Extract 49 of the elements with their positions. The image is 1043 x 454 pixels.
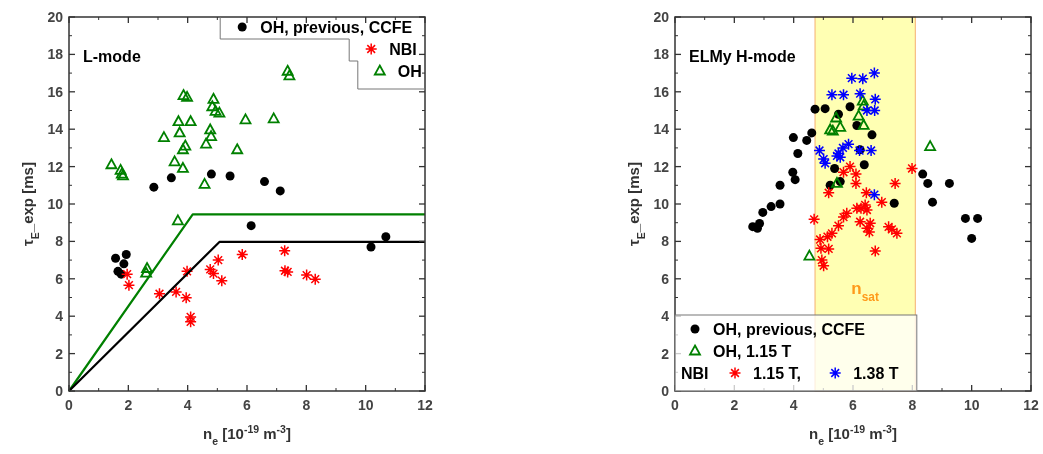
y-tick-label: 0 [661,383,670,399]
y-tick-label: 16 [47,83,64,100]
x-tick-label: 10 [357,397,374,413]
legend-label: OH, previous, CCFE [260,19,413,36]
y-tick-label: 2 [661,345,670,362]
x-tick-label: 12 [1023,397,1039,413]
x-tick-label: 0 [671,397,680,413]
x-axis-title: n$_{e}$ [10$^{-19}$ m$^{-3}$] [809,423,897,447]
x-tick-label: 12 [417,397,433,413]
x-tick-label: 8 [302,397,311,413]
y-tick-label: 12 [653,158,670,175]
x-tick-label: 6 [849,397,858,413]
y-tick-label: 14 [653,121,670,138]
legend-label: 1.38 T [853,365,899,382]
y-tick-label: 6 [55,270,64,287]
y-tick-label: 16 [653,83,670,100]
legend-label: 1.15 T, [753,365,802,382]
y-tick-label: 20 [47,9,64,25]
x-tick-label: 0 [65,397,74,413]
y-tick-label: 10 [47,196,64,212]
y-tick-label: 6 [661,270,670,287]
x-tick-label: 6 [243,397,252,413]
text: ELMy H-mode [689,48,796,65]
y-tick-label: 18 [47,46,64,63]
y-tick-label: 14 [47,121,64,138]
y-tick-label: 12 [47,158,64,175]
y-tick-label: 8 [55,233,64,250]
x-tick-label: 8 [908,397,917,413]
y-tick-label: 2 [55,345,64,362]
x-tick-label: 4 [789,397,798,413]
y-tick-label: 20 [653,9,670,25]
x-tick-label: 2 [124,397,133,413]
legend-label: NBI [389,41,417,58]
x-tick-label: 4 [183,397,192,413]
y-tick-label: 0 [55,383,64,399]
y-tick-label: 4 [661,308,670,325]
y-tick-label: 4 [55,308,64,325]
legend-label: OH, previous, CCFE [713,321,866,338]
legend-title: NBI [681,365,709,382]
band-label: n$_{sat}$ [851,278,879,304]
y-tick-label: 8 [661,233,670,250]
x-tick-label: 2 [730,397,739,413]
y-tick-label: 18 [653,46,670,63]
x-tick-label: 10 [963,397,980,413]
text: L-mode [83,48,141,65]
x-axis-title: n$_{e}$ [10$^{-19}$ m$^{-3}$] [203,423,291,447]
legend-label: OH, 1.15 T [713,343,792,360]
legend-label: OH [397,63,422,80]
y-tick-label: 10 [653,196,670,212]
